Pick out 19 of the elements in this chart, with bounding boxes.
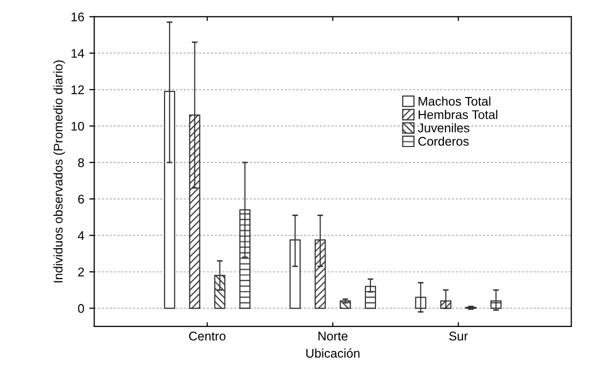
- legend-label: Hembras Total: [418, 110, 498, 120]
- y-tick-label: 12: [72, 85, 84, 94]
- y-tick-label: 2: [78, 268, 84, 276]
- y-tick-label: 16: [72, 12, 84, 22]
- y-tick-label: 14: [72, 49, 84, 58]
- y-axis-title: Individuos observados (Promedio diario): [53, 60, 66, 282]
- x-tick-label: Centro: [189, 332, 226, 341]
- x-tick-label: Sur: [449, 332, 468, 341]
- y-tick-label: 6: [78, 194, 84, 204]
- x-axis-title: Ubicación: [306, 348, 360, 358]
- legend-label: Juveniles: [418, 123, 470, 132]
- y-tick-label: 10: [72, 122, 84, 131]
- y-tick-label: 0: [78, 304, 84, 313]
- legend-label: Corderos: [418, 136, 469, 146]
- y-tick-label: 8: [78, 158, 84, 168]
- legend-label: Machos Total: [418, 96, 490, 106]
- bar: [340, 300, 351, 309]
- y-tick-label: 4: [78, 231, 84, 240]
- x-tick-label: Norte: [318, 332, 348, 341]
